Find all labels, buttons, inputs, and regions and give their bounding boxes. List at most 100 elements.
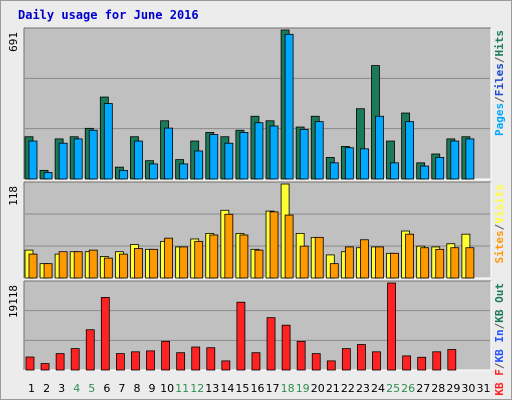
kbytes-bar bbox=[206, 347, 216, 371]
x-tick-label: 3 bbox=[58, 382, 65, 395]
sites-bar bbox=[224, 213, 234, 279]
files-bar bbox=[390, 162, 399, 180]
sites-bar bbox=[329, 263, 339, 279]
x-tick-label: 24 bbox=[371, 382, 385, 395]
files-bar bbox=[239, 132, 249, 180]
hits-side-label: Pages/Files/Hits bbox=[493, 30, 506, 136]
x-tick-label: 23 bbox=[356, 382, 370, 395]
sites-bar bbox=[43, 263, 53, 279]
kbytes-bar bbox=[251, 352, 261, 371]
kbytes-side-label: KB F/KB In/KB Out bbox=[493, 283, 506, 396]
kbytes-bar bbox=[131, 351, 140, 371]
x-tick-label: 18 bbox=[281, 382, 295, 395]
hits-side-label-part-1: / bbox=[493, 96, 506, 103]
kbytes-bar bbox=[161, 340, 170, 371]
kbytes-bar bbox=[100, 297, 110, 371]
kbytes-bar bbox=[296, 340, 306, 371]
kbytes-bar bbox=[236, 301, 246, 371]
sites-bar bbox=[269, 211, 279, 279]
kbytes-bar bbox=[146, 350, 155, 371]
sites-bar bbox=[194, 240, 204, 279]
x-tick-label: 14 bbox=[220, 382, 234, 395]
kbytes-bar bbox=[25, 356, 35, 371]
files-bar bbox=[224, 142, 234, 180]
kbytes-side-label-part-1: / bbox=[493, 362, 506, 369]
sites-bar bbox=[73, 251, 83, 279]
files-bar bbox=[465, 138, 475, 180]
x-tick-label: 21 bbox=[326, 382, 340, 395]
files-bar bbox=[405, 121, 415, 180]
x-tick-label: 4 bbox=[73, 382, 80, 395]
files-bar bbox=[118, 169, 128, 180]
x-tick-label: 11 bbox=[175, 382, 189, 395]
files-bar bbox=[164, 127, 173, 180]
files-bar bbox=[344, 147, 354, 180]
files-bar bbox=[375, 115, 384, 180]
visits-side-label: Sites/Visits bbox=[493, 184, 506, 264]
files-bar bbox=[88, 129, 98, 180]
x-tick-label: 9 bbox=[149, 382, 156, 395]
sites-bar bbox=[284, 214, 294, 279]
kbytes-bar bbox=[341, 348, 351, 371]
files-bar bbox=[435, 157, 445, 180]
files-bar bbox=[209, 134, 219, 180]
x-tick-label: 17 bbox=[266, 382, 280, 395]
sites-bar bbox=[118, 253, 128, 279]
hits-max-label: 691 bbox=[7, 32, 20, 52]
kbytes-side-label-part-0: KB F bbox=[493, 369, 506, 396]
kbytes-max-label: 19118 bbox=[7, 285, 20, 318]
files-bar bbox=[420, 165, 430, 180]
sites-bar bbox=[179, 246, 189, 279]
x-tick-label: 30 bbox=[461, 382, 475, 395]
kbytes-bar bbox=[191, 346, 201, 371]
x-tick-label: 31 bbox=[476, 382, 490, 395]
sites-bar bbox=[28, 253, 38, 279]
sites-bar bbox=[344, 246, 354, 279]
chart-title: Daily usage for June 2016 bbox=[18, 8, 199, 22]
x-tick-label: 7 bbox=[118, 382, 125, 395]
x-tick-label: 12 bbox=[190, 382, 204, 395]
sites-bar bbox=[239, 234, 249, 279]
hits-side-label-part-3: / bbox=[493, 56, 506, 63]
sites-bar bbox=[209, 234, 219, 279]
sites-bar bbox=[405, 233, 415, 279]
visits-side-label-part-0: Sites bbox=[493, 230, 506, 263]
kbytes-side-label-part-2: KB In bbox=[493, 329, 506, 362]
sites-bar bbox=[58, 251, 68, 279]
x-tick-label: 16 bbox=[251, 382, 265, 395]
sites-bar bbox=[134, 248, 143, 279]
sites-bar bbox=[299, 245, 309, 279]
files-bar bbox=[43, 172, 53, 180]
kbytes-bar bbox=[221, 360, 231, 371]
kbytes-bar bbox=[326, 360, 336, 371]
sites-bar bbox=[450, 247, 460, 279]
x-tick-label: 27 bbox=[416, 382, 430, 395]
kbytes-bar bbox=[372, 351, 381, 371]
kbytes-bar bbox=[417, 356, 427, 371]
x-tick-label: 22 bbox=[341, 382, 355, 395]
files-bar bbox=[360, 148, 369, 180]
sites-bar bbox=[314, 236, 324, 279]
files-bar bbox=[450, 140, 460, 180]
files-bar bbox=[329, 162, 339, 180]
files-bar bbox=[179, 163, 189, 180]
kbytes-bar bbox=[70, 348, 80, 371]
files-bar bbox=[58, 142, 68, 180]
sites-bar bbox=[465, 247, 475, 279]
x-tick-label: 6 bbox=[103, 382, 110, 395]
x-tick-label: 25 bbox=[386, 382, 400, 395]
kbytes-bar bbox=[447, 349, 457, 371]
x-tick-label: 20 bbox=[311, 382, 325, 395]
kbytes-bar bbox=[281, 324, 291, 371]
kbytes-bar bbox=[311, 353, 321, 371]
files-bar bbox=[103, 103, 113, 180]
hits-side-label-part-0: Pages bbox=[493, 103, 506, 136]
files-bar bbox=[314, 121, 324, 180]
hits-side-label-part-4: Hits bbox=[493, 30, 506, 57]
sites-bar bbox=[435, 248, 445, 279]
sites-bar bbox=[88, 249, 98, 279]
files-bar bbox=[194, 150, 204, 180]
files-bar bbox=[254, 122, 264, 180]
kbytes-bar bbox=[85, 329, 95, 371]
kbytes-bar bbox=[402, 355, 412, 371]
